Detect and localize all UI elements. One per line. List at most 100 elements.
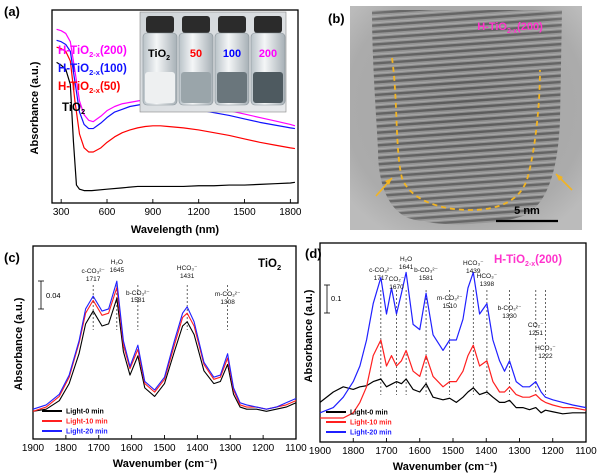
panel-c-tick-label: 1800 bbox=[55, 443, 78, 454]
panel-a-tick-label: 900 bbox=[145, 207, 162, 218]
legend-tio2: TiO2 bbox=[62, 102, 85, 116]
panel-d-annotation-value: 1641 bbox=[399, 264, 414, 271]
panel-d-annotation-species: HCO₃⁻ bbox=[477, 273, 498, 280]
panel-a-frame bbox=[51, 9, 299, 204]
panel-d-xticks: 1900 1800 1700 1600 1500 1400 1300 1200 1100 bbox=[309, 438, 597, 457]
panel-d-tick-label: 1600 bbox=[409, 446, 432, 457]
panel-d-annotation-value: 1251 bbox=[529, 330, 544, 337]
panel-c: (c) TiO2 0.04 c-CO₃²⁻1717H₂O1645b-CO₃²⁻1… bbox=[4, 245, 307, 470]
panel-d-tick-label: 1300 bbox=[508, 446, 531, 457]
panel-d-legend: Light-0 min Light-10 min Light-20 min bbox=[326, 410, 392, 437]
panel-d-annotation-species: H₂O bbox=[400, 256, 412, 263]
panel-d-title: H-TiO2-x(200) bbox=[494, 254, 562, 268]
legend-h-tio2-200: H-TiO2-x(200) bbox=[58, 45, 127, 59]
panel-d-label: (d) bbox=[305, 246, 322, 261]
panel-d-legend-label: Light-10 min bbox=[350, 420, 392, 427]
panel-d-annotation-species: b-CO₃²⁻ bbox=[414, 267, 438, 274]
panel-c-annotation-species: m-CO₃²⁻ bbox=[215, 291, 241, 298]
panel-c-legend: Light-0 min Light-10 min Light-20 min bbox=[42, 409, 108, 436]
panel-c-tick-label: 1400 bbox=[186, 443, 209, 454]
crystal-core-outline bbox=[391, 57, 541, 211]
tem-haze bbox=[350, 6, 582, 230]
panel-d-annotation-value: 1398 bbox=[480, 281, 495, 288]
panel-d-series bbox=[319, 271, 587, 419]
legend-h-tio2-50: H-TiO2-x(50) bbox=[58, 81, 121, 95]
panel-d-annotation-species: c-CO₃²⁻ bbox=[369, 267, 392, 274]
panel-a-xticks: 300 600 900 1200 1500 1800 bbox=[53, 199, 302, 218]
scale-bar-label: 5 nm bbox=[514, 205, 540, 217]
panel-c-legend-label: Light-10 min bbox=[66, 419, 108, 426]
panel-a-legend: H-TiO2-x(200) H-TiO2-x(100) H-TiO2-x(50)… bbox=[58, 45, 127, 116]
panel-a-tick-label: 1200 bbox=[188, 207, 211, 218]
panel-a-tick-label: 600 bbox=[99, 207, 116, 218]
panel-c-label: (c) bbox=[4, 250, 20, 265]
panel-c-annotation-value: 1308 bbox=[220, 299, 235, 306]
panel-a-series-3 bbox=[56, 61, 296, 192]
panel-d-series-1 bbox=[320, 339, 587, 419]
vial-label-50: 50 bbox=[190, 48, 202, 60]
panel-d-annotation-value: 1717 bbox=[374, 275, 389, 282]
panel-d: (d) H-TiO2-x(200) 0.1 c-CO₃²⁻1717 CO₂⁻167… bbox=[303, 242, 597, 473]
panel-a-series-2 bbox=[56, 46, 296, 153]
panel-c-tick-label: 1300 bbox=[219, 443, 242, 454]
panel-a-series bbox=[56, 28, 296, 192]
panel-c-annotation-value: 1645 bbox=[110, 267, 125, 274]
panel-c-tick-label: 1100 bbox=[285, 443, 307, 454]
panel-d-tick-label: 1800 bbox=[342, 446, 365, 457]
panel-c-xticks: 1900 1800 1700 1600 1500 1400 1300 1200 1100 bbox=[22, 435, 307, 454]
panel-c-ylabel: Absorbance (a.u.) bbox=[13, 297, 25, 390]
panel-c-series-0 bbox=[32, 297, 297, 412]
panel-c-annotation-species: HCO₃⁻ bbox=[177, 265, 198, 272]
panel-d-annotation-value: 1581 bbox=[419, 275, 434, 282]
panel-c-series-1 bbox=[32, 287, 297, 412]
legend-h-tio2-100: H-TiO2-x(100) bbox=[58, 63, 127, 77]
panel-c-scale-label: 0.04 bbox=[46, 291, 61, 300]
panel-c-annotation-value: 1581 bbox=[131, 297, 146, 304]
panel-d-series-2 bbox=[319, 271, 587, 414]
panel-a: (a) 300 600 900 1200 1500 1800 Wavelength (nm… bbox=[4, 4, 302, 236]
panel-d-annotation-value: 1222 bbox=[538, 353, 553, 360]
panel-d-annotation-value: 1670 bbox=[389, 284, 404, 291]
panel-d-annotation-value: 1330 bbox=[502, 313, 517, 320]
panel-d-annotation-value: 1510 bbox=[442, 303, 457, 310]
panel-c-series-2 bbox=[32, 280, 297, 410]
arrowhead-left bbox=[385, 178, 392, 185]
panel-a-xlabel: Wavelength (nm) bbox=[131, 224, 220, 236]
panel-d-annotation-value: 1439 bbox=[466, 268, 481, 275]
panel-d-annotation-species: CO₂⁻ bbox=[528, 322, 544, 329]
panel-a-tick-label: 1500 bbox=[233, 207, 256, 218]
panel-d-droplines bbox=[380, 290, 546, 395]
panel-d-tick-label: 1200 bbox=[542, 446, 565, 457]
panel-a-series-0 bbox=[56, 28, 296, 127]
panel-a-ylabel: Absorbance (a.u.) bbox=[29, 61, 41, 154]
vial-200 bbox=[250, 16, 286, 106]
panel-b: (b) H-TiO2-x(200) 5 nm bbox=[328, 6, 582, 230]
panel-a-series-1 bbox=[56, 39, 296, 130]
panel-a-label: (a) bbox=[4, 4, 20, 19]
vial-label-100: 100 bbox=[223, 48, 241, 60]
panel-d-legend-label: Light-20 min bbox=[350, 430, 392, 437]
panel-d-scale-label: 0.1 bbox=[331, 294, 341, 303]
panel-d-annotation-species: CO₂⁻ bbox=[389, 276, 405, 283]
panel-c-annotation-species: b-CO₃²⁻ bbox=[126, 290, 150, 297]
panel-d-annotation-species: HCO₃⁻ bbox=[535, 345, 556, 352]
panel-c-annotation-value: 1717 bbox=[86, 276, 101, 283]
vial-50 bbox=[178, 16, 214, 106]
panel-c-title: TiO2 bbox=[258, 258, 281, 272]
panel-d-annotation-species: m-CO₃²⁻ bbox=[437, 295, 463, 302]
panel-d-tick-label: 1700 bbox=[375, 446, 398, 457]
panel-c-annotation-value: 1431 bbox=[180, 273, 195, 280]
panel-c-tick-label: 1900 bbox=[22, 443, 45, 454]
panel-c-series bbox=[32, 280, 297, 412]
panel-d-tick-label: 1500 bbox=[442, 446, 465, 457]
panel-c-tick-label: 1500 bbox=[153, 443, 176, 454]
panel-d-annotation-species: b-CO₃²⁻ bbox=[498, 305, 522, 312]
panel-c-tick-label: 1200 bbox=[252, 443, 275, 454]
panel-c-annotation-species: H₂O bbox=[111, 259, 123, 266]
panel-a-tick-label: 300 bbox=[53, 207, 70, 218]
panel-d-xlabel: Wavenumber (cm⁻¹) bbox=[393, 461, 498, 473]
panel-a-inset-photo: TiO2 50 100 200 bbox=[139, 11, 287, 113]
panel-c-xlabel: Wavenumber (cm⁻¹) bbox=[113, 458, 218, 470]
